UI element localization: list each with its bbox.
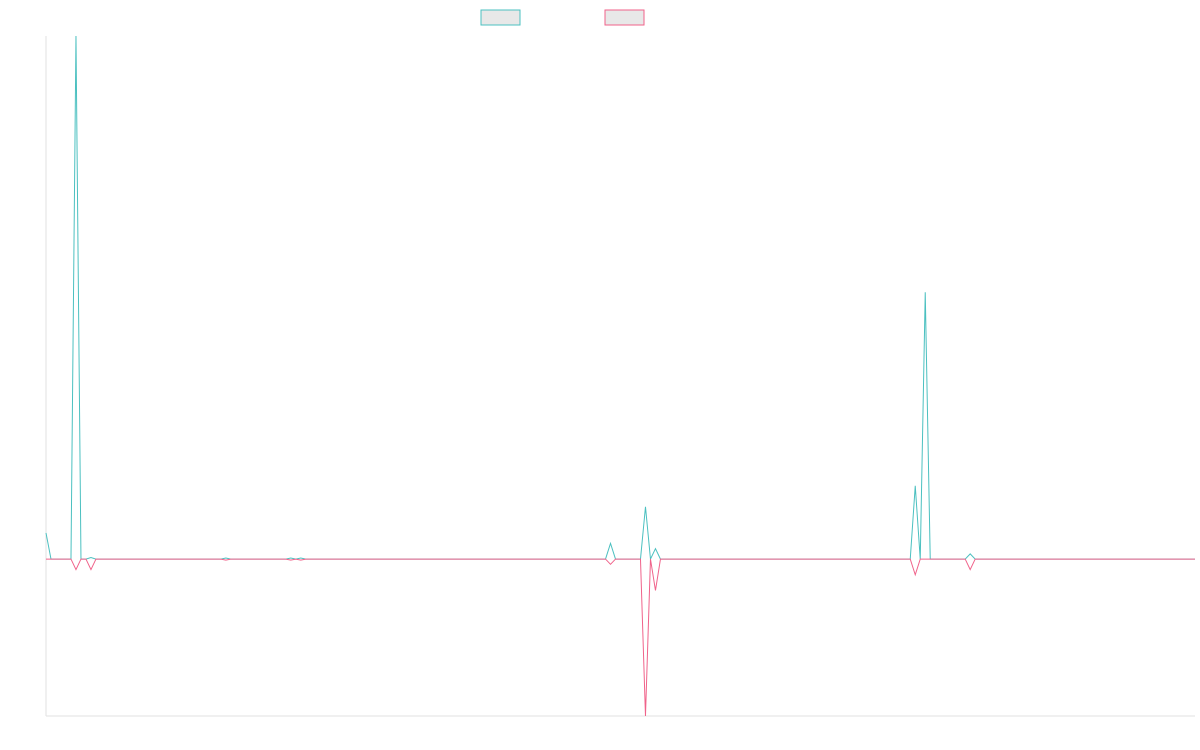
legend-swatch (604, 9, 645, 26)
line-series (45, 35, 1195, 561)
legend-swatch (480, 9, 521, 26)
line-series (46, 558, 1195, 717)
